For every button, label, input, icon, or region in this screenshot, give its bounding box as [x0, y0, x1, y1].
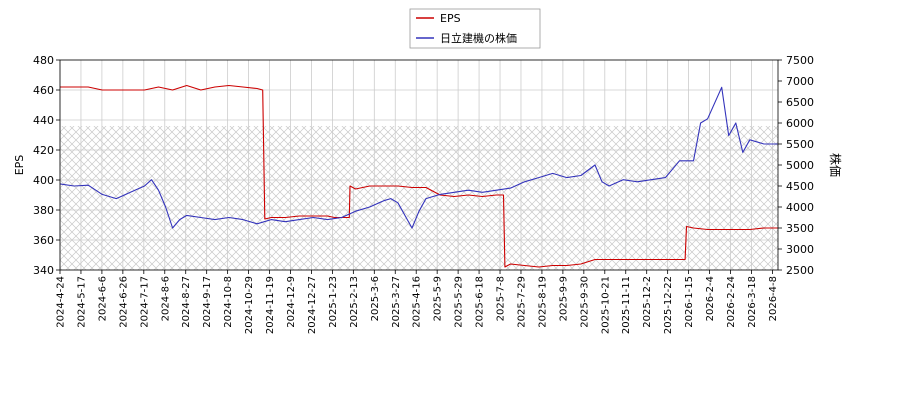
left-axis: 340 360 380 400 420 440 460 480 — [33, 54, 60, 277]
right-tick-label: 7000 — [786, 75, 814, 88]
legend-eps-label: EPS — [440, 12, 461, 25]
x-tick-label: 2025-12-22 — [663, 276, 674, 334]
left-tick-label: 480 — [33, 54, 54, 67]
grid-layer — [59, 59, 778, 271]
x-tick-label: 2024-7-17 — [139, 276, 150, 328]
x-tick-label: 2024-12-9 — [286, 276, 297, 328]
x-tick-label: 2026-1-15 — [684, 276, 695, 328]
hatched-band — [60, 126, 778, 270]
x-tick-label: 2025-5-29 — [454, 276, 465, 328]
x-tick-label: 2025-6-18 — [475, 276, 486, 328]
right-tick-label: 7500 — [786, 54, 814, 67]
right-tick-label: 4500 — [786, 180, 814, 193]
legend: EPS 日立建機の株価 — [409, 8, 541, 49]
x-tick-label: 2025-7-8 — [496, 276, 507, 321]
right-tick-label: 6500 — [786, 96, 814, 109]
x-tick-label: 2025-11-11 — [621, 276, 632, 334]
right-tick-label: 3500 — [786, 222, 814, 235]
x-tick-label: 2024-5-17 — [76, 276, 87, 328]
x-tick-label: 2025-2-13 — [349, 276, 360, 328]
left-tick-label: 380 — [33, 204, 54, 217]
legend-box — [409, 8, 541, 49]
x-tick-label: 2025-4-16 — [412, 276, 423, 328]
right-tick-label: 5500 — [786, 138, 814, 151]
hatched-band-layer — [60, 126, 778, 270]
x-tick-label: 2026-2-24 — [726, 276, 737, 328]
x-tick-label: 2025-9-30 — [579, 276, 590, 328]
x-tick-label: 2024-12-27 — [307, 276, 318, 334]
right-tick-label: 3000 — [786, 243, 814, 256]
left-tick-label: 440 — [33, 114, 54, 127]
x-tick-label: 2025-8-19 — [537, 276, 548, 328]
left-tick-label: 400 — [33, 174, 54, 187]
left-axis-label: EPS — [13, 155, 26, 176]
x-tick-label: 2026-3-18 — [747, 276, 758, 328]
left-tick-label: 460 — [33, 84, 54, 97]
x-tick-label: 2025-1-23 — [328, 276, 339, 328]
left-tick-label: 340 — [33, 264, 54, 277]
x-tick-label: 2024-9-17 — [202, 276, 213, 328]
x-tick-label: 2024-10-8 — [223, 276, 234, 328]
x-tick-label: 2024-6-26 — [118, 276, 129, 328]
eps-line — [60, 84, 778, 268]
right-tick-label: 2500 — [786, 264, 814, 277]
x-tick-label: 2026-4-8 — [768, 276, 779, 321]
x-tick-label: 2025-9-9 — [558, 276, 569, 321]
left-tick-label: 420 — [33, 144, 54, 157]
series-layer — [59, 84, 778, 268]
legend-price-label: 日立建機の株価 — [440, 31, 517, 45]
x-tick-label: 2025-10-21 — [600, 276, 611, 334]
right-tick-label: 5000 — [786, 159, 814, 172]
stock-price-line — [59, 86, 778, 229]
right-tick-label: 6000 — [786, 117, 814, 130]
right-axis: 2500 3000 3500 4000 4500 5000 5500 6000 6500 7000… — [778, 54, 814, 277]
x-tick-label: 2024-6-6 — [97, 276, 108, 321]
x-tick-label: 2025-3-27 — [391, 276, 402, 328]
left-tick-label: 360 — [33, 234, 54, 247]
x-tick-label: 2024-8-6 — [160, 276, 171, 321]
x-tick-label: 2024-10-29 — [244, 276, 255, 334]
x-axis: 2024-4-24 2024-5-17 2024-6-6 2024-6-26 2024-… — [56, 270, 779, 334]
x-tick-label: 2025-12-2 — [642, 276, 653, 328]
x-tick-label: 2024-8-27 — [181, 276, 192, 328]
right-tick-label: 4000 — [786, 201, 814, 214]
x-tick-label: 2025-7-29 — [516, 276, 527, 328]
x-tick-label: 2025-3-6 — [370, 276, 381, 321]
x-tick-label: 2025-5-9 — [433, 276, 444, 321]
x-tick-label: 2026-2-4 — [705, 276, 716, 321]
x-tick-label: 2024-11-19 — [265, 276, 276, 334]
x-tick-label: 2024-4-24 — [56, 276, 67, 328]
right-axis-label: 株価 — [828, 153, 843, 177]
